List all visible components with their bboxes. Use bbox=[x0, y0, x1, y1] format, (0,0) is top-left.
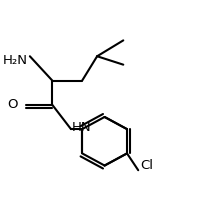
Text: Cl: Cl bbox=[140, 159, 153, 172]
Text: H₂N: H₂N bbox=[3, 54, 28, 67]
Text: HN: HN bbox=[72, 121, 91, 134]
Text: O: O bbox=[7, 98, 18, 111]
